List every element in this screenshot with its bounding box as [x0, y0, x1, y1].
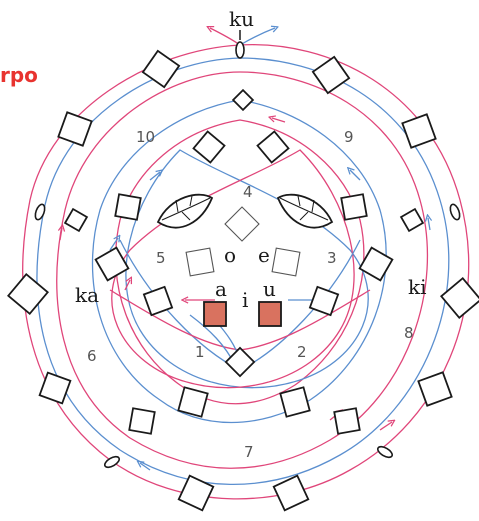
square — [38, 371, 72, 405]
outer-curves — [22, 44, 470, 500]
square — [399, 207, 425, 233]
square-center — [224, 206, 260, 242]
region-number: 6 — [87, 347, 97, 365]
square — [177, 386, 209, 418]
label-ki: ki — [408, 275, 427, 299]
square — [94, 246, 130, 282]
square — [311, 55, 351, 95]
square — [279, 386, 311, 418]
label-ka: ka — [75, 283, 99, 307]
square — [63, 207, 89, 233]
square — [358, 246, 394, 282]
square — [308, 285, 340, 317]
region-number: 5 — [156, 249, 166, 267]
leaf-left-icon — [156, 193, 214, 229]
square — [7, 273, 49, 315]
crossing-squares — [7, 49, 479, 512]
square — [224, 346, 256, 378]
region-number: 4 — [243, 183, 253, 201]
square — [142, 285, 174, 317]
region-number: 8 — [404, 324, 414, 342]
square — [417, 371, 453, 407]
oval-markers — [34, 41, 461, 469]
region-number: 2 — [297, 343, 307, 361]
square — [256, 130, 290, 164]
flow-arrows — [60, 118, 430, 471]
region-numbers: 1 2 3 4 5 6 7 8 9 10 — [87, 128, 414, 461]
square-a — [203, 301, 227, 327]
label-o: o — [224, 243, 236, 267]
square — [340, 193, 368, 221]
label-i: i — [242, 288, 248, 312]
square-o — [185, 247, 215, 277]
label-e: e — [258, 243, 270, 267]
square — [192, 130, 226, 164]
region-number: 9 — [344, 128, 354, 146]
leaf-right-icon — [276, 193, 334, 229]
region-number: 1 — [195, 343, 205, 361]
square — [57, 111, 93, 147]
label-ku: ku — [229, 7, 254, 31]
square — [114, 193, 142, 221]
label-u: u — [263, 277, 276, 301]
oval-bottom-left — [103, 455, 121, 469]
square — [440, 277, 479, 319]
square — [272, 474, 310, 512]
syllable-labels: ku ka ki a i u o e — [75, 7, 427, 312]
square-e — [271, 247, 301, 277]
square — [333, 407, 361, 435]
square — [177, 474, 215, 512]
oval-bottom-right — [376, 445, 394, 459]
square — [401, 113, 437, 149]
square — [141, 49, 181, 89]
oval-top — [235, 41, 245, 59]
square — [231, 88, 255, 112]
square-u — [258, 301, 282, 327]
leaves — [156, 193, 334, 229]
title-fragment: rpo — [0, 63, 38, 87]
region-number: 3 — [327, 249, 337, 267]
region-number: 10 — [136, 128, 155, 146]
region-number: 7 — [244, 443, 254, 461]
oval-right — [449, 203, 461, 221]
oval-left — [34, 203, 46, 221]
label-a: a — [215, 277, 227, 301]
square — [128, 407, 156, 435]
center-squares — [185, 206, 301, 327]
